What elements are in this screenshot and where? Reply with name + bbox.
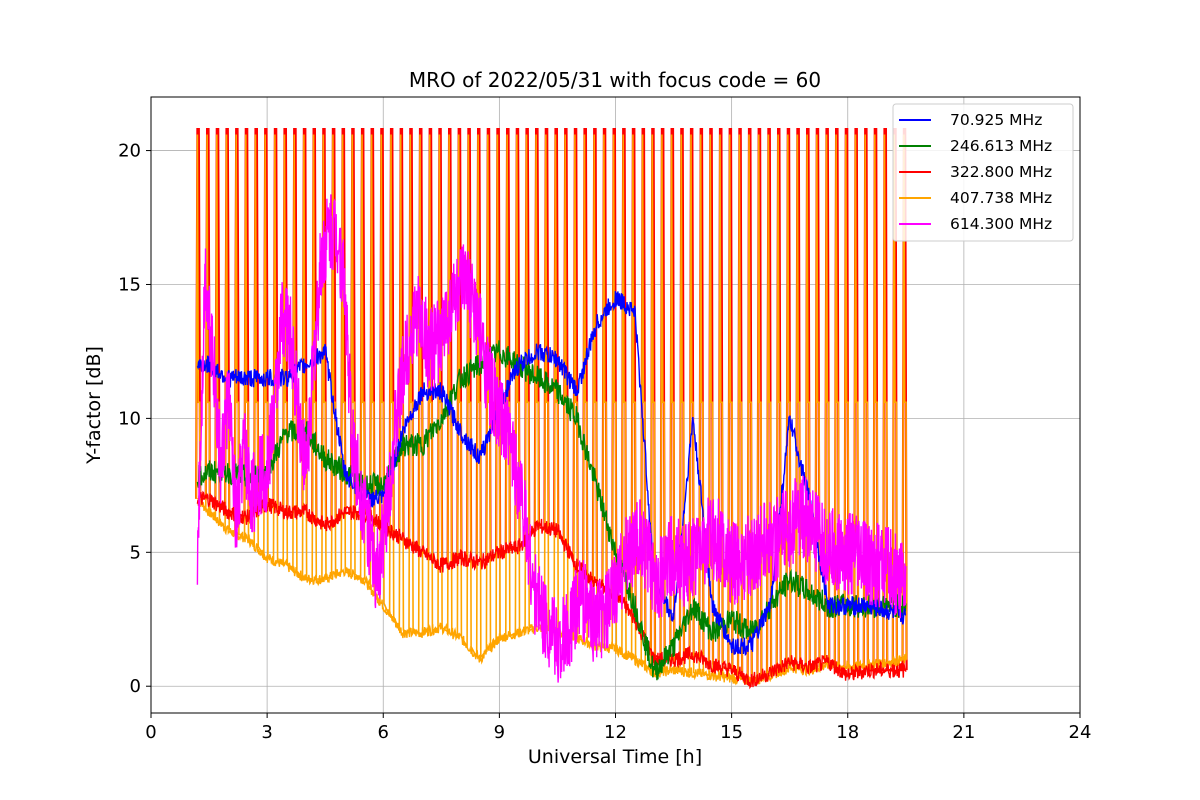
- calibration-pulse-layer: [195, 128, 908, 683]
- series-line: [196, 194, 907, 683]
- tick-layer: 0 3 6 9 12 15 18 21 24 0 5 10 15 20: [118, 141, 1091, 743]
- legend-label: 322.800 MHz: [950, 163, 1052, 181]
- y-tick-label: 10: [118, 408, 141, 429]
- legend-label: 407.738 MHz: [950, 189, 1052, 207]
- y-tick-label: 20: [118, 141, 141, 162]
- legend-items: 70.925 MHz 246.613 MHz 322.800 MHz 407.738 …: [899, 111, 1052, 233]
- y-tick-label: 5: [130, 542, 141, 563]
- x-axis-title: Universal Time [h]: [528, 746, 702, 768]
- legend-label: 246.613 MHz: [950, 137, 1052, 155]
- legend-frame: [892, 103, 1074, 242]
- chart-title: MRO of 2022/05/31 with focus code = 60: [409, 68, 821, 92]
- series-line: [196, 490, 907, 690]
- x-tick-label: 3: [261, 722, 272, 743]
- x-tick-label: 6: [378, 722, 389, 743]
- y-tick-label: 0: [130, 676, 141, 697]
- y-tick-label: 15: [118, 274, 141, 295]
- series-line: [196, 340, 907, 681]
- x-tick-label: 12: [604, 722, 627, 743]
- legend: 70.925 MHz 246.613 MHz 322.800 MHz 407.738 …: [892, 103, 1074, 242]
- legend-label: 70.925 MHz: [950, 111, 1042, 129]
- x-tick-label: 18: [836, 722, 859, 743]
- series-layer: [196, 194, 907, 690]
- x-tick-label: 15: [720, 722, 743, 743]
- x-tick-label: 24: [1069, 722, 1092, 743]
- legend-label: 614.300 MHz: [950, 215, 1052, 233]
- x-tick-label: 21: [952, 722, 975, 743]
- x-tick-label: 9: [494, 722, 505, 743]
- y-axis-title: Y-factor [dB]: [83, 346, 105, 465]
- x-tick-label: 0: [145, 722, 156, 743]
